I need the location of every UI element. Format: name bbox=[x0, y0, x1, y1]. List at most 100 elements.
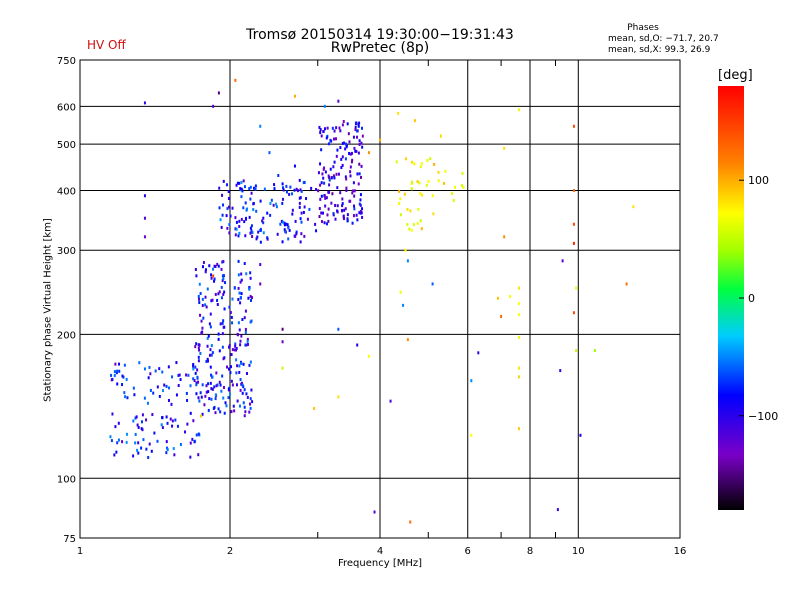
data-point bbox=[186, 422, 189, 426]
data-point bbox=[254, 187, 257, 191]
phase-stats-x-mode: mean, sd,X: 99.3, 26.9 bbox=[608, 45, 711, 55]
data-point bbox=[229, 311, 232, 315]
data-point bbox=[228, 344, 231, 348]
data-point bbox=[287, 237, 290, 241]
data-point bbox=[572, 222, 575, 226]
data-point bbox=[110, 378, 113, 382]
data-point bbox=[224, 281, 227, 285]
data-point bbox=[243, 220, 246, 224]
data-point bbox=[303, 234, 306, 238]
data-point bbox=[221, 345, 224, 349]
data-point bbox=[230, 410, 233, 414]
data-point bbox=[248, 410, 251, 414]
data-point bbox=[116, 382, 119, 386]
data-point bbox=[263, 187, 266, 191]
data-point bbox=[197, 396, 200, 400]
data-point bbox=[246, 337, 249, 341]
data-point bbox=[244, 343, 247, 347]
data-point bbox=[217, 332, 220, 336]
data-point bbox=[348, 140, 351, 144]
data-point bbox=[332, 137, 335, 141]
data-point bbox=[222, 179, 225, 183]
data-point bbox=[572, 311, 575, 315]
data-point bbox=[259, 263, 262, 267]
data-point bbox=[204, 303, 207, 307]
data-point bbox=[230, 353, 233, 357]
data-point bbox=[279, 222, 282, 226]
data-point bbox=[281, 327, 284, 331]
data-point bbox=[246, 339, 249, 343]
data-point bbox=[249, 226, 252, 230]
data-point bbox=[332, 165, 335, 169]
data-point bbox=[417, 207, 420, 211]
y-tick-label: 750 bbox=[57, 56, 76, 67]
data-point bbox=[241, 189, 244, 193]
data-point bbox=[454, 185, 457, 189]
data-point bbox=[125, 432, 128, 436]
data-point bbox=[339, 129, 342, 133]
data-point bbox=[281, 201, 284, 205]
data-point bbox=[204, 394, 207, 398]
data-point bbox=[406, 222, 409, 226]
data-point bbox=[215, 371, 218, 375]
data-point bbox=[356, 172, 359, 176]
data-point bbox=[210, 276, 213, 280]
data-point bbox=[114, 425, 117, 429]
data-point bbox=[249, 271, 252, 275]
data-point bbox=[114, 362, 117, 366]
data-point bbox=[143, 194, 146, 198]
data-point bbox=[192, 419, 195, 423]
x-tick-label: 8 bbox=[527, 546, 533, 557]
data-point bbox=[233, 286, 236, 290]
data-point bbox=[352, 189, 355, 193]
data-point bbox=[227, 396, 230, 400]
data-point bbox=[329, 167, 332, 171]
data-point bbox=[207, 408, 210, 412]
data-point bbox=[350, 151, 353, 155]
data-point bbox=[406, 338, 409, 342]
data-point bbox=[238, 370, 241, 374]
y-tick-label: 600 bbox=[57, 102, 76, 113]
data-point bbox=[356, 135, 359, 139]
data-point bbox=[406, 259, 409, 263]
data-point bbox=[334, 203, 337, 207]
data-point bbox=[219, 383, 222, 387]
data-point bbox=[269, 213, 272, 217]
data-point bbox=[244, 201, 247, 205]
data-point bbox=[148, 365, 151, 369]
data-point bbox=[210, 387, 213, 391]
data-point bbox=[197, 380, 200, 384]
data-point bbox=[239, 343, 242, 347]
data-point bbox=[210, 353, 213, 357]
data-point bbox=[199, 391, 202, 395]
data-point bbox=[342, 119, 345, 123]
data-point bbox=[462, 185, 465, 189]
data-point bbox=[249, 397, 252, 401]
data-point bbox=[249, 406, 252, 410]
data-point bbox=[229, 365, 232, 369]
data-point bbox=[194, 371, 197, 375]
data-point bbox=[165, 384, 168, 388]
data-point bbox=[192, 364, 195, 368]
data-point bbox=[235, 346, 238, 350]
data-point bbox=[210, 344, 213, 348]
data-point bbox=[140, 420, 143, 424]
data-point bbox=[202, 260, 205, 264]
data-point bbox=[221, 374, 224, 378]
data-point bbox=[244, 410, 247, 414]
data-point bbox=[281, 186, 284, 190]
data-point bbox=[213, 277, 216, 281]
data-point bbox=[216, 302, 219, 306]
data-point bbox=[215, 384, 218, 388]
data-point bbox=[343, 141, 346, 145]
data-point bbox=[239, 296, 242, 300]
data-point bbox=[249, 294, 252, 298]
data-point bbox=[452, 199, 455, 203]
data-point bbox=[178, 373, 181, 377]
data-point bbox=[373, 510, 376, 514]
data-point bbox=[299, 240, 302, 244]
data-point bbox=[161, 370, 164, 374]
data-point bbox=[283, 228, 286, 232]
data-point bbox=[201, 297, 204, 301]
data-point bbox=[115, 450, 118, 454]
